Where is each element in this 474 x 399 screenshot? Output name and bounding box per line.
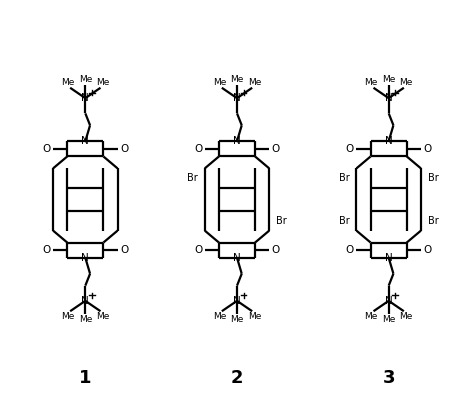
Text: O: O [42, 245, 51, 255]
Text: Me: Me [96, 312, 109, 321]
Text: Br: Br [187, 173, 198, 183]
Text: O: O [120, 144, 128, 154]
Text: 3: 3 [383, 369, 395, 387]
Text: Me: Me [96, 78, 109, 87]
Text: Br: Br [276, 216, 287, 226]
Text: O: O [272, 245, 280, 255]
Text: N: N [385, 93, 392, 103]
Text: O: O [272, 144, 280, 154]
Text: Me: Me [248, 78, 261, 87]
Text: Me: Me [365, 78, 378, 87]
Text: N: N [233, 93, 241, 103]
Text: Me: Me [400, 312, 413, 321]
Text: Me: Me [61, 312, 74, 321]
Text: Me: Me [382, 75, 395, 84]
Text: N: N [233, 253, 241, 263]
Text: N: N [82, 136, 89, 146]
Text: N: N [385, 136, 392, 146]
Text: Br: Br [338, 216, 349, 226]
Text: O: O [423, 245, 432, 255]
Text: N: N [82, 296, 89, 306]
Text: 2: 2 [231, 369, 243, 387]
Text: Me: Me [248, 312, 261, 321]
Text: Me: Me [79, 75, 92, 84]
Text: N: N [385, 296, 392, 306]
Text: N: N [385, 253, 392, 263]
Text: Me: Me [230, 75, 244, 84]
Text: Br: Br [428, 173, 439, 183]
Text: Me: Me [213, 312, 226, 321]
Text: O: O [120, 245, 128, 255]
Text: O: O [423, 144, 432, 154]
Text: 1: 1 [79, 369, 91, 387]
Text: Me: Me [230, 315, 244, 324]
Text: O: O [194, 245, 202, 255]
Text: Me: Me [382, 315, 395, 324]
Text: N: N [233, 296, 241, 306]
Text: Br: Br [428, 216, 439, 226]
Text: N: N [233, 136, 241, 146]
Text: N: N [82, 253, 89, 263]
Text: Me: Me [400, 78, 413, 87]
Text: O: O [194, 144, 202, 154]
Text: O: O [42, 144, 51, 154]
Text: Me: Me [79, 315, 92, 324]
Text: O: O [346, 144, 354, 154]
Text: Me: Me [213, 78, 226, 87]
Text: Br: Br [338, 173, 349, 183]
Text: Me: Me [61, 78, 74, 87]
Text: N: N [82, 93, 89, 103]
Text: O: O [346, 245, 354, 255]
Text: Me: Me [365, 312, 378, 321]
